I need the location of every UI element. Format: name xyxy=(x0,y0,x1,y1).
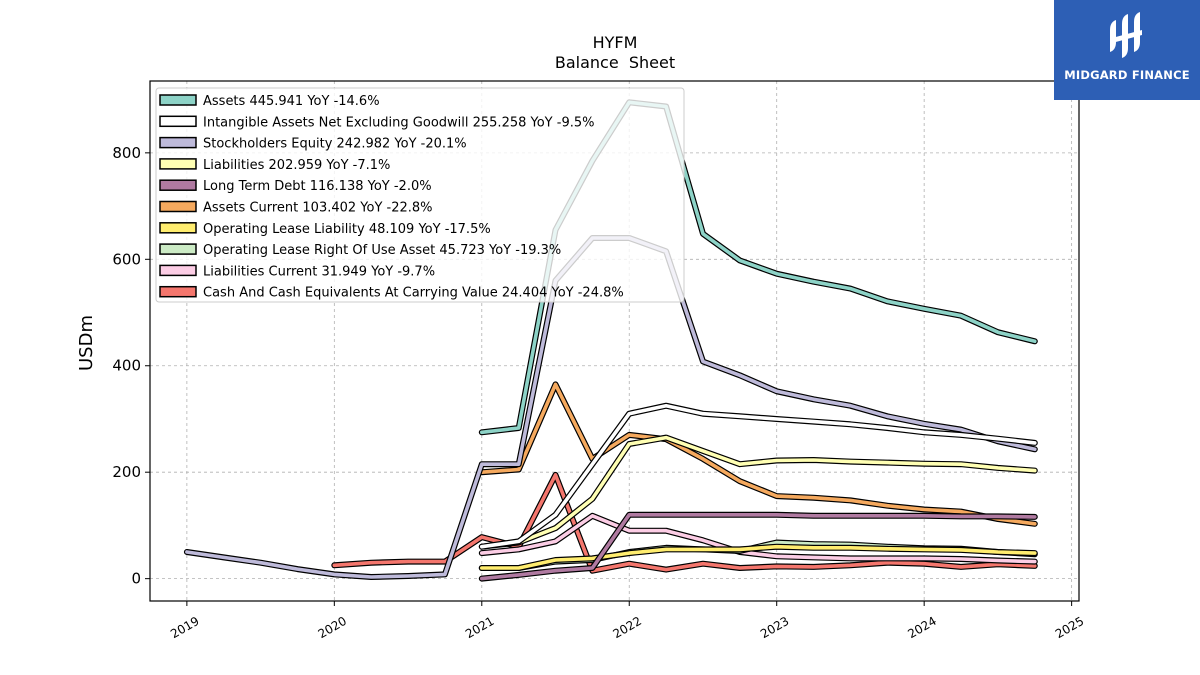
x-tick-label: 2019 xyxy=(168,614,201,641)
y-tick-label: 200 xyxy=(112,463,141,481)
legend-swatch xyxy=(159,243,197,255)
legend-label: Liabilities 202.959 YoY -7.1% xyxy=(203,158,390,173)
legend-box xyxy=(155,87,685,303)
y-tick-label: 0 xyxy=(131,570,141,588)
legend-swatch xyxy=(159,158,197,170)
legend-label: Long Term Debt 116.138 YoY -2.0% xyxy=(203,179,432,194)
legend-label: Intangible Assets Net Excluding Goodwill… xyxy=(203,115,594,130)
series-line-stroke xyxy=(480,544,1037,570)
chart-subtitle: Balance Sheet xyxy=(555,53,675,72)
legend-swatch xyxy=(159,94,197,106)
x-tick-label: 2025 xyxy=(1053,614,1086,641)
series-line-stroke xyxy=(480,514,1037,564)
legend-swatch xyxy=(159,179,197,191)
legend: Assets 445.941 YoY -14.6% Intangible Asse… xyxy=(155,87,685,303)
series-line xyxy=(478,381,1038,527)
series-line-stroke xyxy=(480,435,1037,549)
series-line xyxy=(478,512,1038,565)
x-tick-label: 2022 xyxy=(611,614,644,641)
series-line xyxy=(478,543,1038,571)
plot-frame xyxy=(149,80,1080,602)
legend-label: Assets 445.941 YoY -14.6% xyxy=(203,94,380,109)
x-tick-label: 2023 xyxy=(758,614,791,641)
legend-label: Cash And Cash Equivalents At Carrying Va… xyxy=(203,286,624,301)
legend-label: Stockholders Equity 242.982 YoY -20.1% xyxy=(203,137,467,152)
series-layer xyxy=(183,99,1038,582)
legend-swatch xyxy=(159,115,197,128)
series-line xyxy=(478,511,1038,582)
series-line-stroke xyxy=(480,382,1037,526)
y-tick-label: 600 xyxy=(112,250,141,268)
legend-label: Assets Current 103.402 YoY -22.8% xyxy=(203,201,433,216)
series-line xyxy=(478,434,1038,550)
legend-swatch xyxy=(159,222,197,234)
series-line-stroke xyxy=(480,513,1037,581)
legend-label: Operating Lease Right Of Use Asset 45.72… xyxy=(203,243,561,258)
legend-label: Operating Lease Liability 48.109 YoY -17… xyxy=(203,222,491,237)
series-line xyxy=(478,402,1038,550)
y-axis-label: USDm xyxy=(76,315,97,371)
legend-label: Liabilities Current 31.949 YoY -9.7% xyxy=(203,264,435,279)
brand-logo: MIDGARD FINANCE xyxy=(1054,0,1200,100)
legend-swatch xyxy=(159,200,197,213)
y-tick-label: 400 xyxy=(112,357,141,375)
legend-swatch xyxy=(159,264,197,277)
chart-title: HYFM xyxy=(593,33,638,52)
x-tick-label: 2020 xyxy=(316,614,349,641)
logo-mark-icon xyxy=(1110,12,1142,58)
brand-name: MIDGARD FINANCE xyxy=(1064,68,1190,82)
legend-swatch xyxy=(159,136,197,149)
series-line-stroke xyxy=(480,403,1037,549)
x-tick-label: 2021 xyxy=(463,614,496,641)
x-tick-label: 2024 xyxy=(905,614,938,641)
y-tick-label: 800 xyxy=(112,144,141,162)
legend-swatch xyxy=(159,285,197,298)
